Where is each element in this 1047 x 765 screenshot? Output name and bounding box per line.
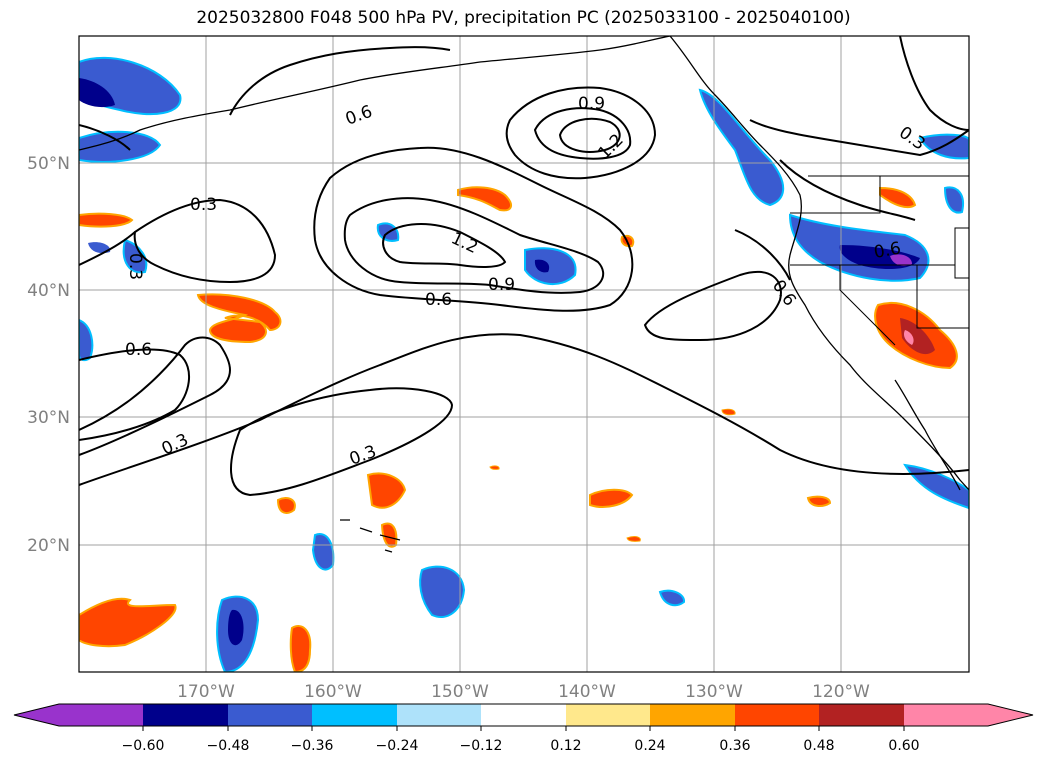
plot-frame: [78, 35, 970, 673]
colorbar-bin: [481, 704, 566, 726]
contour-label: 0.9: [578, 94, 605, 114]
colorbar-tick-label: −0.36: [291, 738, 334, 754]
colorbar-bin: [819, 704, 904, 726]
precip-negative-shading: [79, 56, 969, 672]
contour-label: 0.9: [488, 275, 515, 295]
colorbar-extend-high: [988, 704, 1033, 726]
contour-label: 0.6: [125, 340, 152, 360]
colorbar-bin: [397, 704, 482, 726]
colorbar-extend-low: [14, 704, 59, 726]
state-borders: [790, 175, 969, 346]
colorbar-bin: [228, 704, 313, 726]
contour-label: 0.3: [125, 253, 145, 280]
colorbar-tick-label: 0.48: [803, 738, 834, 754]
colorbar-tick-label: −0.12: [460, 738, 503, 754]
colorbar-bin: [904, 704, 989, 726]
colorbar-bin: [650, 704, 735, 726]
lat-tick-label: 40°N: [27, 281, 70, 301]
lat-tick-label: 20°N: [27, 536, 70, 556]
coastlines: [79, 36, 969, 553]
colorbar-tick-label: −0.48: [207, 738, 250, 754]
lon-tick-label: 170°W: [177, 682, 235, 702]
colorbar-bin: [735, 704, 820, 726]
lon-tick-label: 140°W: [558, 682, 616, 702]
colorbar-tick-label: −0.60: [122, 738, 165, 754]
colorbar-tick-label: 0.12: [550, 738, 581, 754]
lon-tick-label: 150°W: [431, 682, 489, 702]
lat-tick-label: 30°N: [27, 408, 70, 428]
colorbar-bin: [143, 704, 228, 726]
colorbar-tick-label: 0.36: [719, 738, 750, 754]
precip-positive-shading: [79, 186, 958, 672]
colorbar-outline: [13, 703, 1034, 727]
colorbar: −0.60 −0.48 −0.36 −0.24 −0.12 0.12 0.24 …: [13, 703, 1034, 754]
pv-contours: [79, 36, 969, 497]
colorbar-tick-label: 0.60: [888, 738, 919, 754]
plot-area: 0.3 0.3 0.3 0.3 0.3 0.6 0.6 0.6 0.6 0.6 …: [79, 36, 969, 672]
lon-tick-label: 120°W: [812, 682, 870, 702]
colorbar-bin: [566, 704, 651, 726]
lon-tick-label: 160°W: [304, 682, 362, 702]
colorbar-tick-label: −0.24: [376, 738, 419, 754]
lon-tick-label: 130°W: [685, 682, 743, 702]
lon-tick-labels: 170°W 160°W 150°W 140°W 130°W 120°W: [177, 682, 870, 702]
contour-label: 0.6: [425, 290, 452, 310]
colorbar-bin: [312, 704, 397, 726]
map-title: 2025032800 F048 500 hPa PV, precipitatio…: [196, 8, 851, 28]
colorbar-bin: [59, 704, 144, 726]
contour-label: 0.3: [190, 195, 217, 215]
colorbar-tick-label: 0.24: [634, 738, 665, 754]
lat-tick-label: 50°N: [27, 154, 70, 174]
contour-label: 0.6: [872, 239, 902, 263]
lat-tick-labels: 50°N 40°N 30°N 20°N: [27, 154, 70, 556]
